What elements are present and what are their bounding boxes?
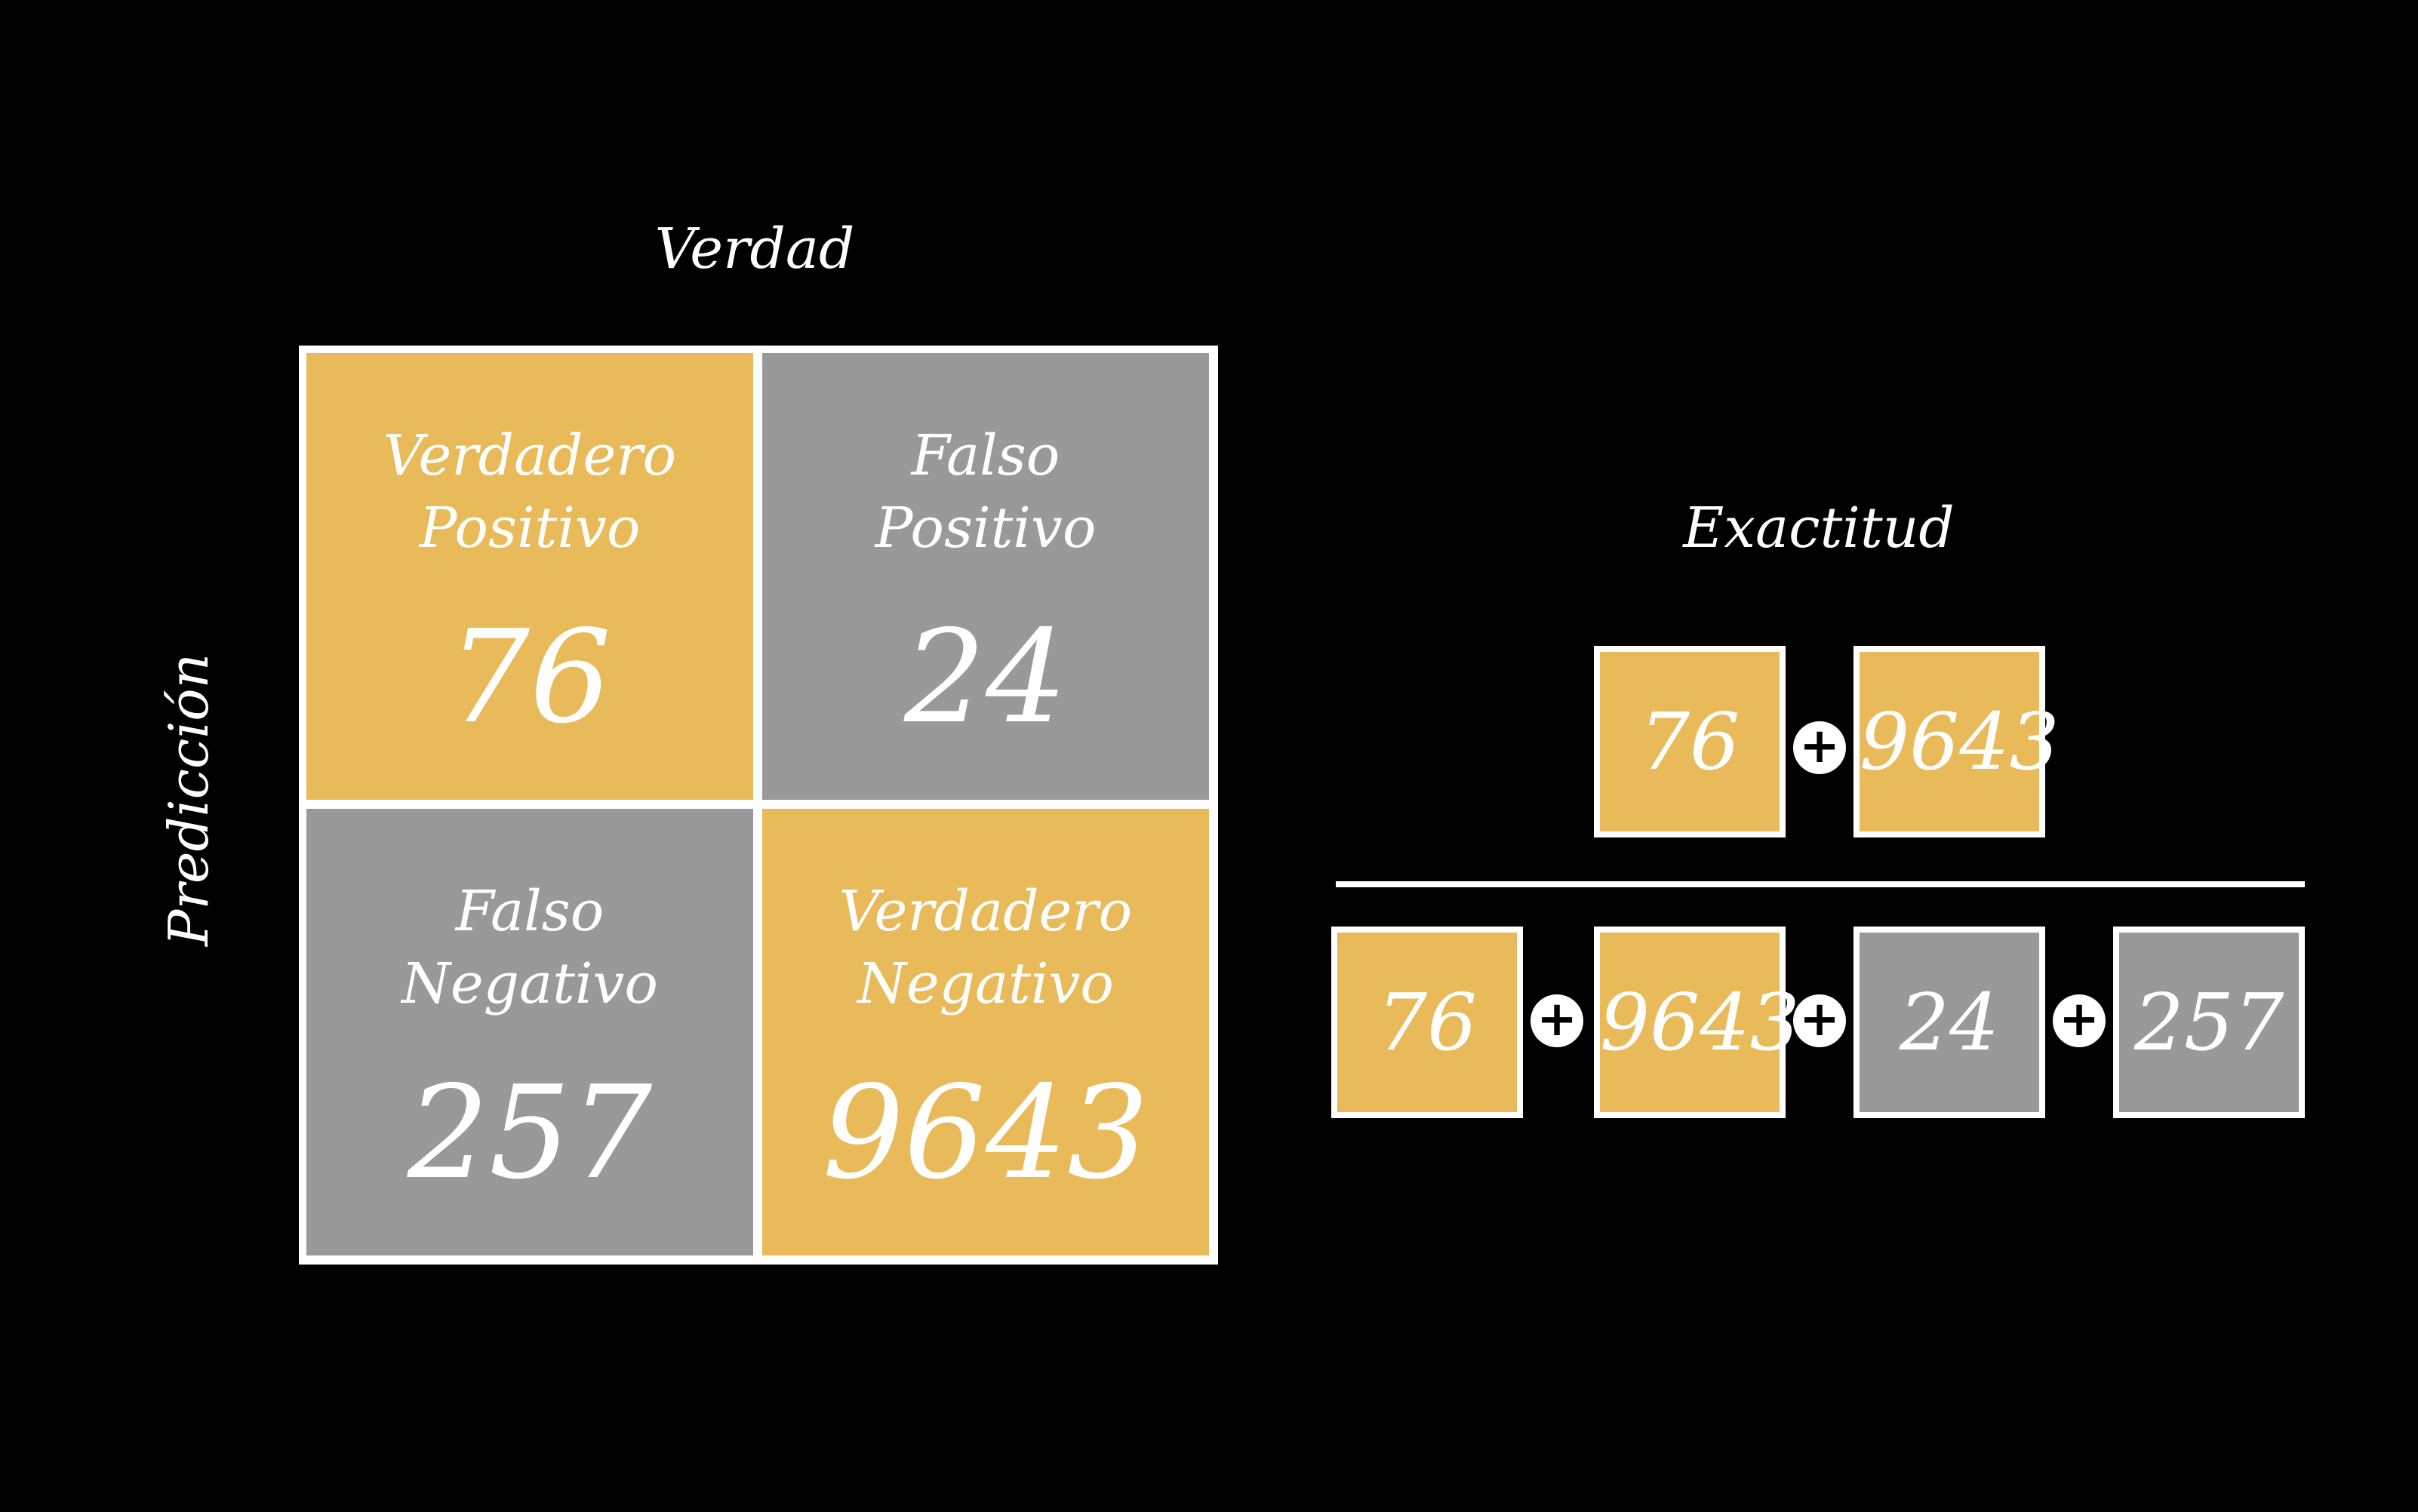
denominator-true-negative-box: 9643 (1594, 927, 1800, 1118)
accuracy-title: Exactitud (1683, 496, 1955, 561)
true-negative-cell: Verdadero Negativo 9643 (762, 809, 1209, 1255)
numerator-true-negative-box: 9643 (1853, 646, 2060, 837)
confusion-matrix: Verdadero Positivo 76 Falso Positivo 24 … (299, 346, 1218, 1265)
true-positive-value: 76 (448, 603, 612, 752)
plus-icon: + (2053, 994, 2106, 1047)
false-negative-value: 257 (407, 1059, 653, 1208)
prediction-axis-label: Predicción (157, 653, 220, 946)
fraction-line (1336, 881, 2305, 887)
denominator-true-positive-box: 76 (1331, 927, 1523, 1118)
denominator-false-positive-box: 24 (1853, 927, 2045, 1118)
true-negative-value: 9643 (822, 1059, 1149, 1208)
plus-icon: + (1793, 721, 1846, 774)
false-negative-cell: Falso Negativo 257 (306, 809, 753, 1255)
denominator-false-negative-box: 257 (2113, 927, 2305, 1118)
false-positive-value: 24 (903, 603, 1068, 752)
true-positive-cell: Verdadero Positivo 76 (306, 353, 753, 800)
plus-icon: + (1793, 994, 1846, 1047)
numerator-true-positive-box: 76 (1594, 646, 1786, 837)
false-positive-label: Falso Positivo (875, 423, 1097, 561)
truth-axis-label: Verdad (654, 217, 855, 281)
true-negative-label: Verdadero Negativo (838, 879, 1133, 1016)
false-negative-label: Falso Negativo (401, 879, 658, 1016)
plus-icon: + (1530, 994, 1583, 1047)
true-positive-label: Verdadero Positivo (383, 423, 677, 561)
false-positive-cell: Falso Positivo 24 (762, 353, 1209, 800)
